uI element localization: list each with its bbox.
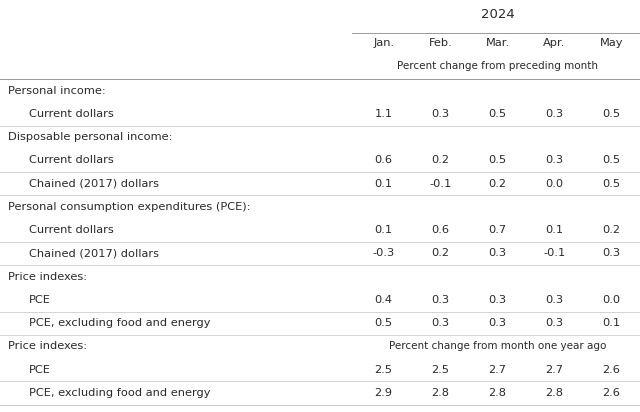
Text: 0.7: 0.7 [488,225,507,235]
Text: 2.9: 2.9 [374,388,393,398]
Text: 0.6: 0.6 [431,225,450,235]
Text: 2.5: 2.5 [374,365,393,375]
Text: Percent change from preceding month: Percent change from preceding month [397,61,598,71]
Text: 0.4: 0.4 [374,295,393,305]
Text: Current dollars: Current dollars [29,225,113,235]
Text: 0.3: 0.3 [431,109,450,119]
Text: 0.5: 0.5 [602,155,621,166]
Text: Current dollars: Current dollars [29,109,113,119]
Text: Price indexes:: Price indexes: [8,342,87,351]
Text: 0.3: 0.3 [545,109,564,119]
Text: 0.5: 0.5 [488,109,507,119]
Text: 0.3: 0.3 [545,155,564,166]
Text: -0.3: -0.3 [372,248,395,258]
Text: 2.8: 2.8 [545,388,564,398]
Text: 0.1: 0.1 [602,318,621,328]
Text: 0.3: 0.3 [602,248,621,258]
Text: 2.6: 2.6 [603,388,620,398]
Text: PCE, excluding food and energy: PCE, excluding food and energy [29,388,211,398]
Text: 0.1: 0.1 [545,225,564,235]
Text: Percent change from month one year ago: Percent change from month one year ago [389,342,606,351]
Text: May: May [600,38,623,48]
Text: 0.3: 0.3 [545,295,564,305]
Text: 0.3: 0.3 [545,318,564,328]
Text: 0.2: 0.2 [488,179,507,189]
Text: 0.1: 0.1 [374,179,393,189]
Text: 0.2: 0.2 [431,248,450,258]
Text: 2.5: 2.5 [431,365,450,375]
Text: Personal consumption expenditures (PCE):: Personal consumption expenditures (PCE): [8,202,250,212]
Text: Chained (2017) dollars: Chained (2017) dollars [29,248,159,258]
Text: 0.5: 0.5 [602,109,621,119]
Text: PCE: PCE [29,295,51,305]
Text: 0.0: 0.0 [602,295,621,305]
Text: Mar.: Mar. [486,38,509,48]
Text: 0.5: 0.5 [602,179,621,189]
Text: 0.3: 0.3 [488,318,507,328]
Text: PCE: PCE [29,365,51,375]
Text: -0.1: -0.1 [543,248,566,258]
Text: Disposable personal income:: Disposable personal income: [8,132,172,142]
Text: Price indexes:: Price indexes: [8,272,87,282]
Text: -0.1: -0.1 [429,179,452,189]
Text: 2.6: 2.6 [603,365,620,375]
Text: 0.2: 0.2 [602,225,621,235]
Text: 0.3: 0.3 [488,248,507,258]
Text: 0.3: 0.3 [431,295,450,305]
Text: 2.7: 2.7 [545,365,564,375]
Text: 0.5: 0.5 [488,155,507,166]
Text: 0.2: 0.2 [431,155,450,166]
Text: Current dollars: Current dollars [29,155,113,166]
Text: 2.8: 2.8 [431,388,450,398]
Text: Feb.: Feb. [429,38,452,48]
Text: 0.6: 0.6 [374,155,393,166]
Text: Jan.: Jan. [373,38,394,48]
Text: 0.0: 0.0 [545,179,564,189]
Text: 0.3: 0.3 [488,295,507,305]
Text: Chained (2017) dollars: Chained (2017) dollars [29,179,159,189]
Text: Apr.: Apr. [543,38,566,48]
Text: 0.5: 0.5 [374,318,393,328]
Text: 2024: 2024 [481,8,515,21]
Text: 0.3: 0.3 [431,318,450,328]
Text: 1.1: 1.1 [374,109,393,119]
Text: 2.7: 2.7 [488,365,507,375]
Text: PCE, excluding food and energy: PCE, excluding food and energy [29,318,211,328]
Text: 0.1: 0.1 [374,225,393,235]
Text: Personal income:: Personal income: [8,86,106,96]
Text: 2.8: 2.8 [488,388,507,398]
